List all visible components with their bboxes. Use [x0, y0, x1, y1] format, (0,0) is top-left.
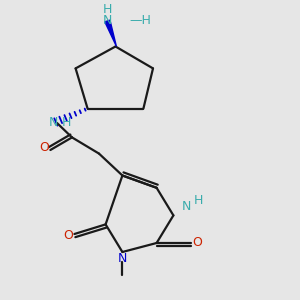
Text: O: O — [64, 229, 73, 242]
Text: N: N — [182, 200, 191, 214]
Text: N: N — [49, 116, 58, 130]
Text: —H: —H — [129, 14, 151, 28]
Text: O: O — [39, 141, 49, 154]
Text: H: H — [103, 3, 112, 16]
Text: N: N — [118, 252, 127, 265]
Polygon shape — [105, 20, 116, 46]
Text: O: O — [192, 236, 202, 250]
Text: H: H — [62, 116, 71, 130]
Text: H: H — [193, 194, 203, 207]
Text: N: N — [103, 14, 112, 28]
